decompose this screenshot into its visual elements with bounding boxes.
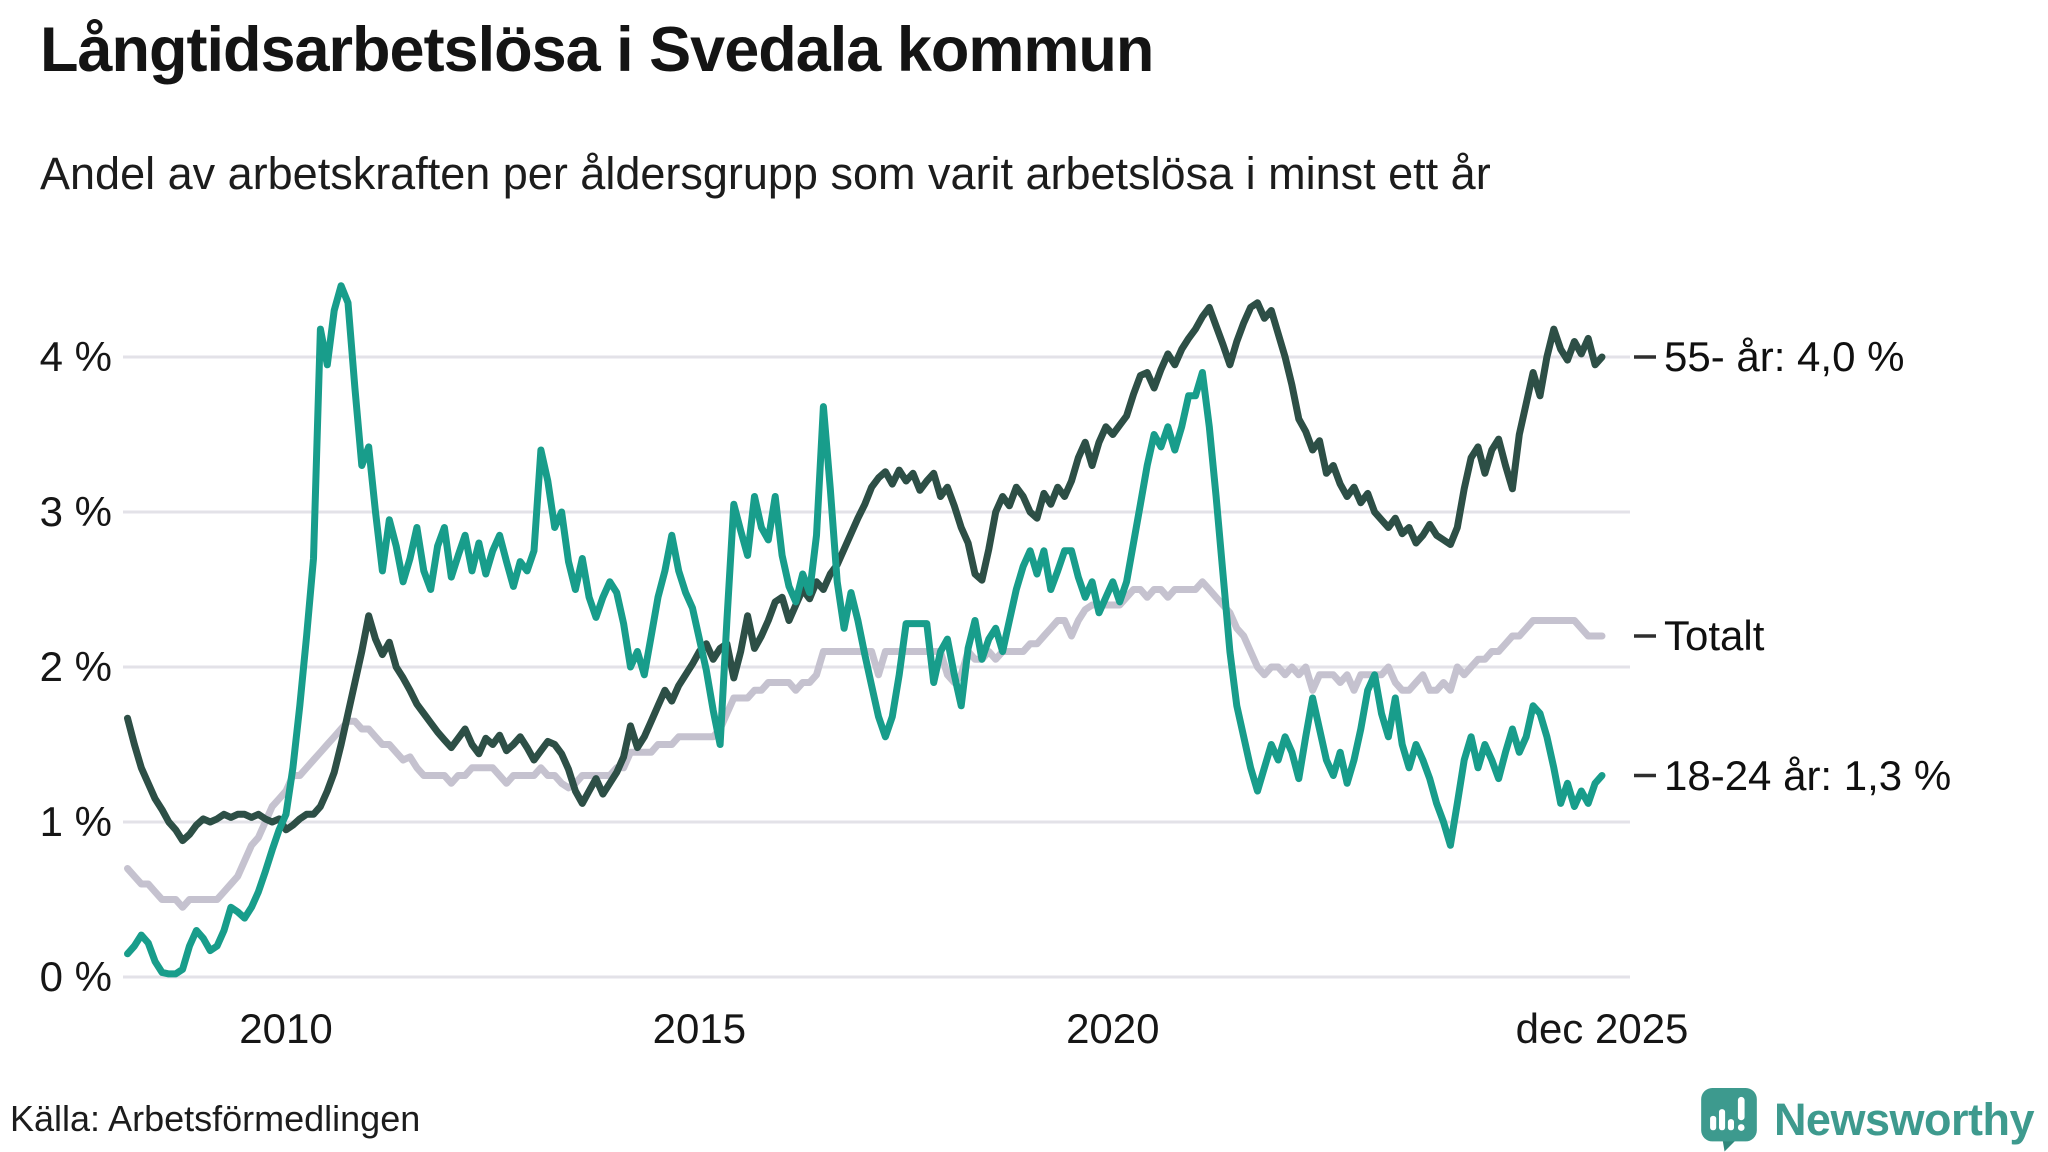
series-end-label-18-24-ar: 18-24 år: 1,3 % <box>1664 751 1952 799</box>
x-tick-label-2015: 2015 <box>652 1005 747 1052</box>
series-line-18-24-ar <box>124 282 1606 978</box>
y-tick-label-4: 4 % <box>39 333 112 380</box>
y-tick-label-1: 1 % <box>39 798 112 845</box>
newsworthy-brand: Newsworthy <box>1698 1088 2035 1152</box>
x-tick-label-2010: 2010 <box>239 1005 333 1052</box>
y-tick-label-3: 3 % <box>39 488 112 535</box>
source-note: Källa: Arbetsförmedlingen <box>10 1098 421 1139</box>
series-line-totalt <box>124 578 1606 911</box>
x-tick-label-2020: 2020 <box>1066 1005 1160 1052</box>
newsworthy-logo-icon <box>1701 1088 1757 1152</box>
chart-subtitle: Andel av arbetskraften per åldersgrupp s… <box>40 148 1491 199</box>
x-tick-label-dec-2025: dec 2025 <box>1515 1005 1689 1052</box>
newsworthy-logo-text: Newsworthy <box>1773 1094 2035 1145</box>
y-tick-label-0: 0 % <box>39 953 112 1000</box>
series-end-label-55-ar: 55- år: 4,0 % <box>1664 333 1905 380</box>
series-line-55-ar <box>124 299 1606 845</box>
y-tick-label-2: 2 % <box>39 643 112 690</box>
chart-title: Långtidsarbetslösa i Svedala kommun <box>40 15 1154 85</box>
series-end-label-totalt: Totalt <box>1664 612 1765 659</box>
